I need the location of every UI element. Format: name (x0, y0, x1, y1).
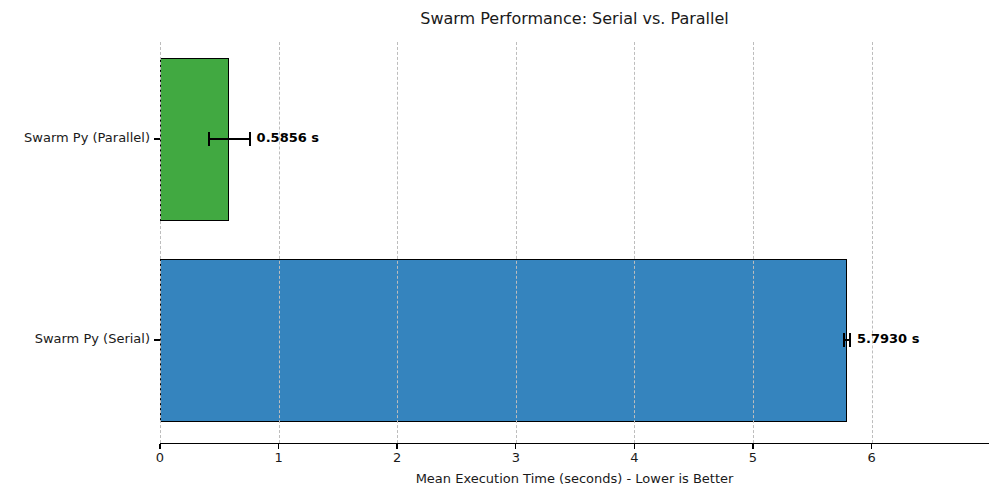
chart-title: Swarm Performance: Serial vs. Parallel (160, 9, 989, 28)
y-tick-mark (154, 138, 160, 139)
x-tick-mark (634, 444, 635, 449)
bar-swarm-py-serial- (160, 259, 847, 422)
gridline (279, 42, 280, 443)
error-bar-cap (843, 333, 845, 347)
gridline (516, 42, 517, 443)
gridline (397, 42, 398, 443)
x-tick-label: 6 (857, 450, 887, 465)
gridline (634, 42, 635, 443)
x-axis-label: Mean Execution Time (seconds) - Lower is… (160, 471, 989, 486)
x-tick-label: 2 (382, 450, 412, 465)
error-bar-cap (249, 132, 251, 146)
x-tick-mark (752, 444, 753, 449)
error-bar-cap (208, 132, 210, 146)
bar-chart-figure: Swarm Performance: Serial vs. Parallel M… (0, 0, 1000, 500)
x-tick-mark (515, 444, 516, 449)
error-bar (209, 138, 249, 140)
bar-value-label: 0.5856 s (257, 130, 319, 145)
x-tick-label: 1 (264, 450, 294, 465)
x-tick-label: 3 (501, 450, 531, 465)
x-tick-label: 0 (145, 450, 175, 465)
x-tick-label: 4 (619, 450, 649, 465)
x-axis-line (160, 443, 989, 444)
error-bar-cap (849, 333, 851, 347)
y-tick-label: Swarm Py (Parallel) (0, 130, 150, 145)
gridline (872, 42, 873, 443)
x-tick-mark (159, 444, 160, 449)
x-tick-mark (871, 444, 872, 449)
y-tick-mark (154, 339, 160, 340)
gridline (160, 42, 161, 443)
x-tick-mark (278, 444, 279, 449)
x-tick-mark (396, 444, 397, 449)
bar-value-label: 5.7930 s (857, 331, 919, 346)
gridline (753, 42, 754, 443)
x-tick-label: 5 (738, 450, 768, 465)
y-tick-label: Swarm Py (Serial) (0, 331, 150, 346)
